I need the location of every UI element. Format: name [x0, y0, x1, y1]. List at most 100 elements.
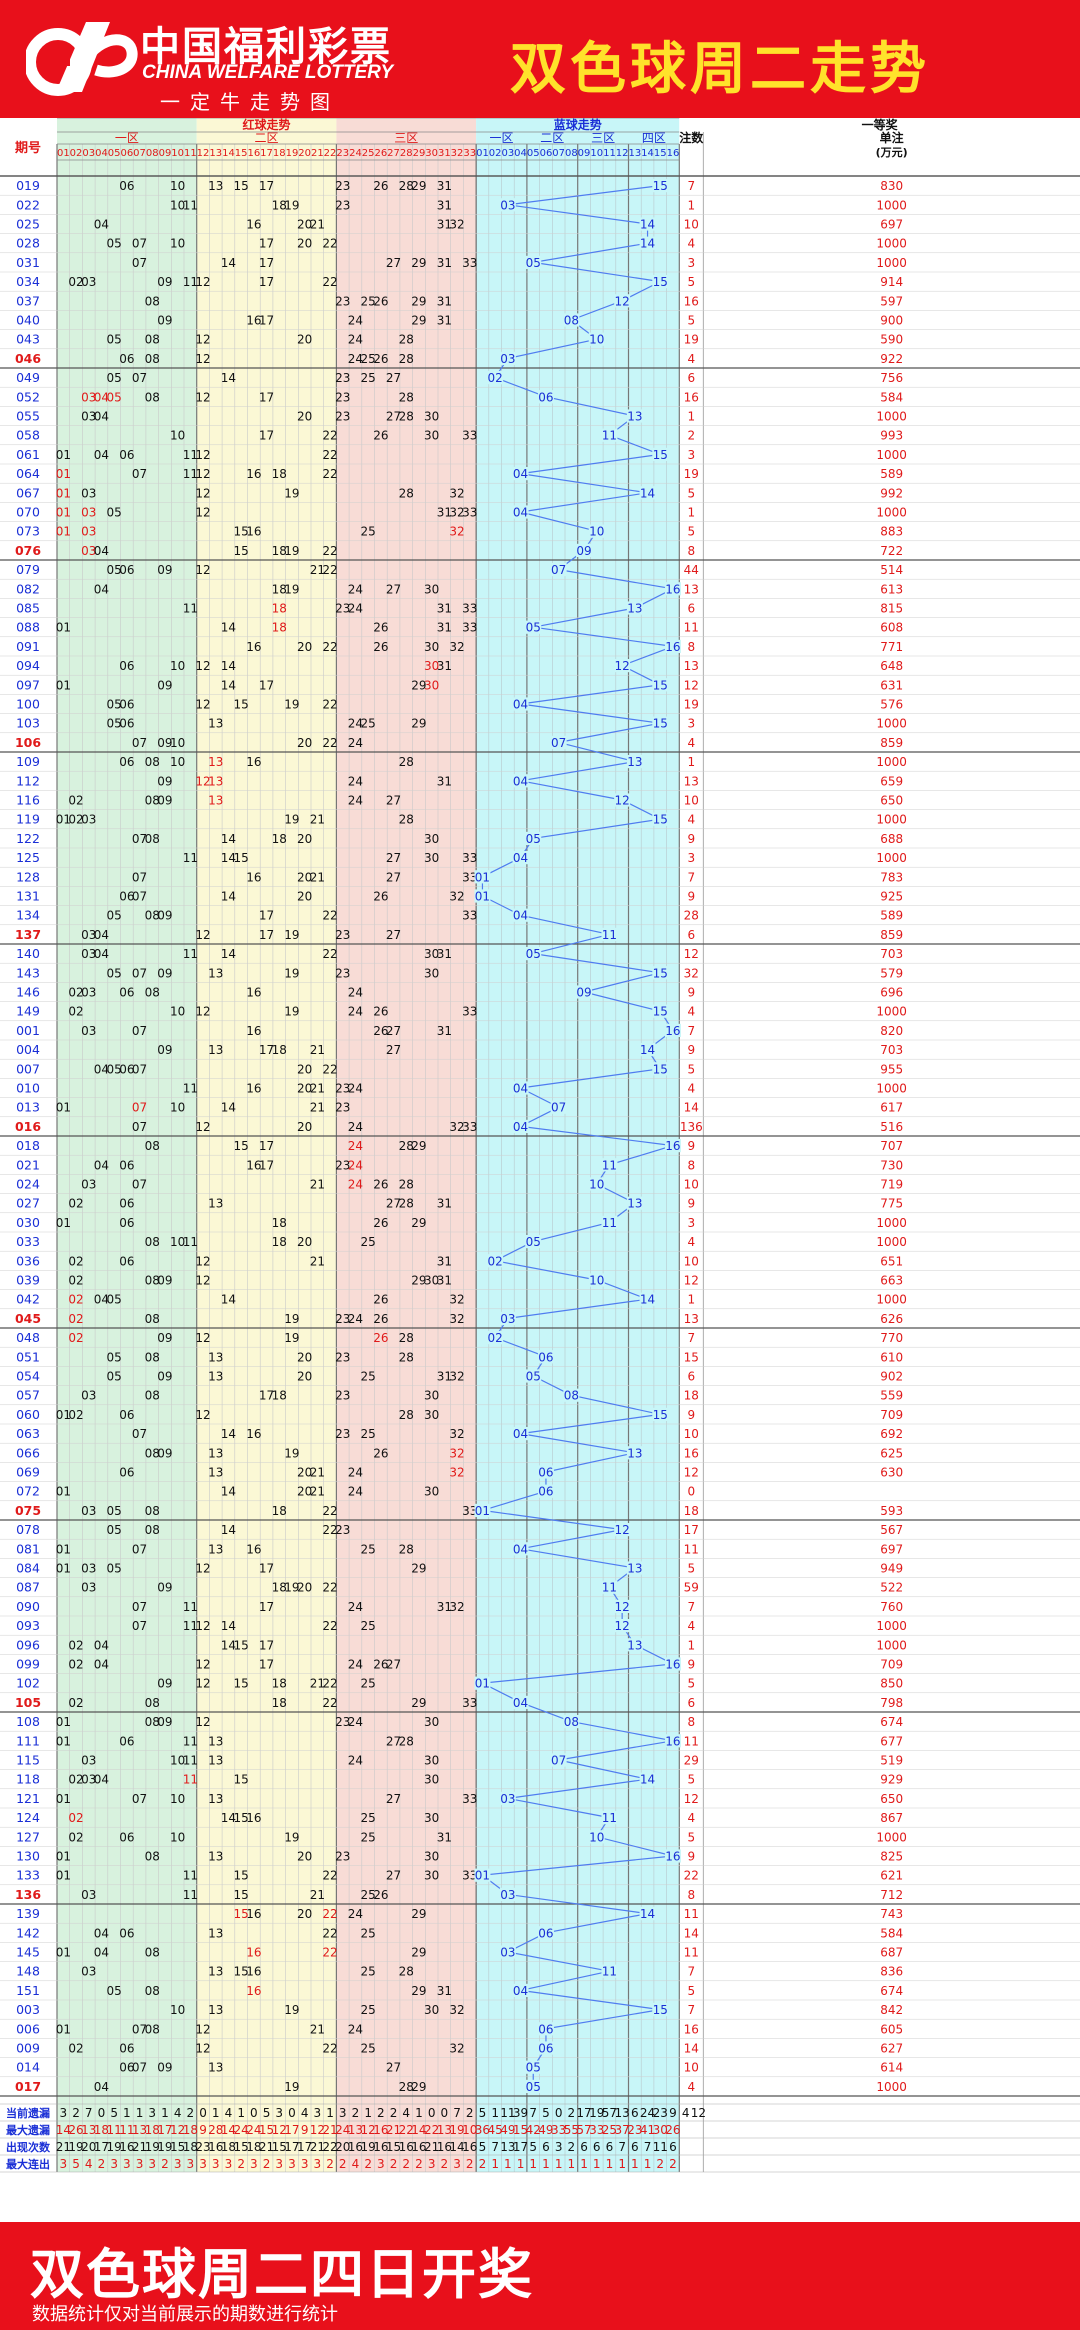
stat-value: 17	[513, 2140, 528, 2154]
red-ball: 23	[335, 1523, 350, 1537]
red-ball: 17	[259, 314, 274, 328]
blue-ball: 07	[551, 563, 566, 577]
blue-ball: 16	[665, 1658, 680, 1672]
red-ball: 17	[259, 1638, 274, 1652]
period-number: 052	[16, 389, 40, 404]
prize-amount: 820	[880, 1024, 903, 1038]
red-ball: 10	[170, 198, 185, 212]
red-ball: 32	[449, 1446, 464, 1460]
red-ball: 10	[170, 179, 185, 193]
stat-value: 2	[72, 2106, 80, 2120]
red-ball: 07	[132, 467, 147, 481]
stat-value: 15	[234, 2140, 249, 2154]
count-header: 注数	[679, 130, 704, 145]
red-ball: 30	[424, 429, 439, 443]
period-number: 149	[16, 1004, 40, 1019]
red-ball: 26	[373, 1216, 388, 1230]
prize-amount: 1000	[876, 1235, 907, 1249]
red-ball: 10	[170, 1101, 185, 1115]
red-ball: 23	[335, 1101, 350, 1115]
red-ball: 19	[284, 1830, 299, 1844]
red-ball: 18	[272, 1043, 287, 1057]
winner-count: 4	[687, 1082, 695, 1096]
red-ball: 03	[81, 1389, 96, 1403]
stat-value: 12	[170, 2123, 185, 2137]
red-ball: 32	[449, 1427, 464, 1441]
stat-value: 21	[56, 2140, 71, 2154]
red-ball: 04	[94, 1926, 109, 1940]
amount-header: 单注	[880, 130, 904, 145]
red-ball: 12	[195, 1120, 210, 1134]
red-ball: 12	[195, 333, 210, 347]
red-ball: 08	[145, 832, 160, 846]
stat-value: 23	[195, 2140, 210, 2154]
stat-value: 2	[364, 2157, 372, 2171]
red-ball: 12	[195, 1619, 210, 1633]
red-zone-1-bg	[57, 118, 197, 2172]
stat-value: 1	[618, 2157, 626, 2171]
red-ball: 06	[119, 755, 134, 769]
winner-count: 5	[687, 1677, 695, 1691]
stat-value: 7	[85, 2106, 93, 2120]
prize-amount: 730	[880, 1158, 903, 1172]
red-ball: 13	[208, 774, 223, 788]
red-ball: 02	[68, 1811, 83, 1825]
red-ball: 31	[437, 1370, 452, 1384]
period-number: 100	[16, 697, 40, 712]
blue-ball: 13	[627, 1638, 642, 1652]
red-ball: 04	[94, 582, 109, 596]
red-ball: 31	[437, 659, 452, 673]
blue-number-header: 08	[565, 148, 578, 159]
winner-count: 8	[687, 640, 695, 654]
stat-value: 19	[361, 2140, 376, 2154]
period-number: 027	[16, 1196, 40, 1211]
winner-count: 11	[684, 1542, 699, 1556]
red-ball: 27	[386, 1792, 401, 1806]
red-number-header: 06	[120, 148, 133, 159]
prize-amount: 559	[880, 1389, 903, 1403]
blue-ball: 11	[602, 429, 617, 443]
blue-ball: 16	[665, 582, 680, 596]
blue-ball-bg	[487, 371, 504, 385]
red-ball: 16	[246, 755, 261, 769]
prize-header: 一等奖	[862, 118, 899, 132]
period-number: 054	[16, 1369, 40, 1384]
red-ball: 31	[437, 294, 452, 308]
stat-value: 2	[352, 2106, 360, 2120]
blue-ball-bg	[601, 428, 618, 442]
period-number: 108	[16, 1714, 40, 1729]
winner-count: 10	[684, 1254, 699, 1268]
period-number: 130	[16, 1849, 40, 1864]
blue-ball: 14	[640, 1293, 655, 1307]
blue-ball: 05	[526, 621, 541, 635]
stat-value: 2	[568, 2106, 576, 2120]
red-ball: 03	[81, 1562, 96, 1576]
blue-ball: 04	[513, 774, 528, 788]
period-number: 070	[16, 505, 40, 520]
period-number: 081	[16, 1541, 40, 1556]
red-ball: 25	[361, 371, 376, 385]
period-number: 096	[16, 1637, 40, 1652]
blue-ball-bg	[639, 1772, 656, 1786]
winner-count: 4	[687, 1005, 695, 1019]
prize-amount: 650	[880, 794, 903, 808]
blue-ball-bg	[601, 1811, 618, 1825]
blue-ball-bg	[614, 1599, 631, 1613]
prize-amount: 589	[880, 909, 903, 923]
red-ball: 22	[322, 467, 337, 481]
red-ball: 02	[68, 986, 83, 1000]
winner-count: 15	[684, 1350, 699, 1364]
red-ball: 03	[81, 947, 96, 961]
period-number: 103	[16, 716, 40, 731]
period-number: 009	[16, 2041, 40, 2056]
red-ball: 16	[246, 986, 261, 1000]
blue-ball-bg	[614, 793, 631, 807]
red-ball: 24	[348, 774, 363, 788]
red-number-header: 25	[362, 148, 375, 159]
prize-amount: 593	[880, 1504, 903, 1518]
red-ball: 23	[335, 1850, 350, 1864]
stat-value: 2	[237, 2157, 245, 2171]
red-ball: 22	[322, 1926, 337, 1940]
prize-amount: 516	[880, 1120, 903, 1134]
prize-amount: 514	[880, 563, 903, 577]
